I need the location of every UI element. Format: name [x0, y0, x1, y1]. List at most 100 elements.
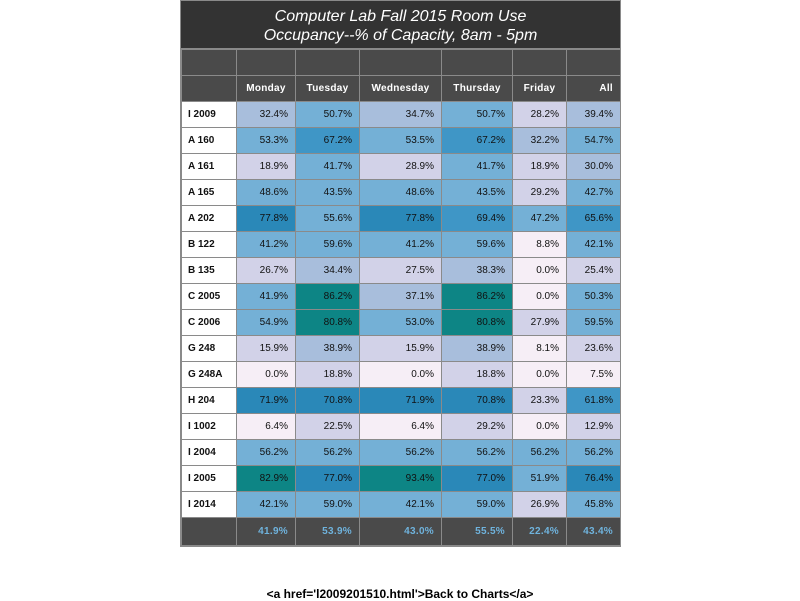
occupancy-cell: 26.9% [512, 491, 567, 518]
occupancy-cell: 56.2% [359, 439, 442, 466]
occupancy-cell: 41.7% [441, 153, 513, 180]
occupancy-cell: 25.4% [566, 257, 621, 284]
table-row: A 202 77.8% 55.6% 77.8% 69.4% 47.2% 65.6% [181, 205, 621, 232]
occupancy-cell: 56.2% [236, 439, 296, 466]
table-row: C 2006 54.9% 80.8% 53.0% 80.8% 27.9% 59.5% [181, 309, 621, 336]
occupancy-cell: 42.1% [236, 491, 296, 518]
room-label: I 2005 [181, 465, 237, 492]
table-row: I 2005 82.9% 77.0% 93.4% 77.0% 51.9% 76.4% [181, 465, 621, 492]
occupancy-cell: 32.4% [236, 101, 296, 128]
occupancy-cell: 76.4% [566, 465, 621, 492]
occupancy-cell: 0.0% [512, 257, 567, 284]
occupancy-cell: 56.2% [295, 439, 360, 466]
occupancy-cell: 43.5% [295, 179, 360, 206]
room-label: A 160 [181, 127, 237, 154]
occupancy-cell: 54.7% [566, 127, 621, 154]
occupancy-cell: 23.3% [512, 387, 567, 414]
spacer-cell [441, 49, 513, 76]
room-label: G 248A [181, 361, 237, 388]
occupancy-cell: 50.3% [566, 283, 621, 310]
occupancy-cell: 0.0% [359, 361, 442, 388]
occupancy-cell: 77.0% [441, 465, 513, 492]
totals-row: 41.9% 53.9% 43.0% 55.5% 22.4% 43.4% [181, 517, 621, 546]
occupancy-cell: 41.2% [236, 231, 296, 258]
occupancy-cell: 86.2% [441, 283, 513, 310]
occupancy-cell: 29.2% [441, 413, 513, 440]
occupancy-cell: 53.5% [359, 127, 442, 154]
occupancy-cell: 8.1% [512, 335, 567, 362]
occupancy-table: Monday Tuesday Wednesday Thursday Friday… [181, 49, 621, 546]
occupancy-cell: 71.9% [359, 387, 442, 414]
occupancy-cell: 59.0% [441, 491, 513, 518]
occupancy-cell: 28.2% [512, 101, 567, 128]
total-cell: 55.5% [441, 517, 513, 546]
occupancy-cell: 48.6% [359, 179, 442, 206]
column-header-wednesday: Wednesday [359, 75, 442, 102]
occupancy-cell: 77.8% [359, 205, 442, 232]
occupancy-cell: 65.6% [566, 205, 621, 232]
occupancy-cell: 53.0% [359, 309, 442, 336]
occupancy-cell: 38.9% [295, 335, 360, 362]
occupancy-cell: 80.8% [441, 309, 513, 336]
table-row: I 2009 32.4% 50.7% 34.7% 50.7% 28.2% 39.4% [181, 101, 621, 128]
room-label: B 135 [181, 257, 237, 284]
room-label: I 2004 [181, 439, 237, 466]
occupancy-cell: 6.4% [236, 413, 296, 440]
room-label: H 204 [181, 387, 237, 414]
occupancy-cell: 77.0% [295, 465, 360, 492]
occupancy-cell: 61.8% [566, 387, 621, 414]
occupancy-cell: 45.8% [566, 491, 621, 518]
room-label: A 202 [181, 205, 237, 232]
total-cell: 43.0% [359, 517, 442, 546]
occupancy-cell: 70.8% [441, 387, 513, 414]
occupancy-cell: 34.4% [295, 257, 360, 284]
total-cell: 41.9% [236, 517, 296, 546]
occupancy-cell: 23.6% [566, 335, 621, 362]
occupancy-cell: 18.8% [295, 361, 360, 388]
report-title: Computer Lab Fall 2015 Room Use Occupanc… [181, 1, 620, 49]
occupancy-cell: 42.7% [566, 179, 621, 206]
total-cell: 22.4% [512, 517, 567, 546]
room-label: I 1002 [181, 413, 237, 440]
column-header-friday: Friday [512, 75, 567, 102]
occupancy-cell: 37.1% [359, 283, 442, 310]
title-line-1: Computer Lab Fall 2015 Room Use [274, 8, 527, 25]
table-row: I 1002 6.4% 22.5% 6.4% 29.2% 0.0% 12.9% [181, 413, 621, 440]
table-row: G 248A 0.0% 18.8% 0.0% 18.8% 0.0% 7.5% [181, 361, 621, 388]
occupancy-cell: 59.5% [566, 309, 621, 336]
room-label: A 165 [181, 179, 237, 206]
occupancy-cell: 42.1% [566, 231, 621, 258]
table-row: A 160 53.3% 67.2% 53.5% 67.2% 32.2% 54.7% [181, 127, 621, 154]
occupancy-cell: 56.2% [512, 439, 567, 466]
occupancy-cell: 71.9% [236, 387, 296, 414]
table-row: B 135 26.7% 34.4% 27.5% 38.3% 0.0% 25.4% [181, 257, 621, 284]
occupancy-cell: 27.5% [359, 257, 442, 284]
occupancy-cell: 38.9% [441, 335, 513, 362]
occupancy-cell: 27.9% [512, 309, 567, 336]
occupancy-cell: 54.9% [236, 309, 296, 336]
occupancy-cell: 34.7% [359, 101, 442, 128]
occupancy-cell: 59.6% [441, 231, 513, 258]
occupancy-cell: 18.9% [236, 153, 296, 180]
table-row: I 2014 42.1% 59.0% 42.1% 59.0% 26.9% 45.8% [181, 491, 621, 518]
table-row: A 161 18.9% 41.7% 28.9% 41.7% 18.9% 30.0% [181, 153, 621, 180]
spacer-cell [512, 49, 567, 76]
room-label: C 2006 [181, 309, 237, 336]
header-spacer-row [181, 49, 621, 76]
column-header-all: All [566, 75, 621, 102]
occupancy-cell: 56.2% [566, 439, 621, 466]
room-label: A 161 [181, 153, 237, 180]
room-label: I 2009 [181, 101, 237, 128]
occupancy-cell: 42.1% [359, 491, 442, 518]
total-cell: 53.9% [295, 517, 360, 546]
room-label: I 2014 [181, 491, 237, 518]
occupancy-cell: 43.5% [441, 179, 513, 206]
occupancy-cell: 93.4% [359, 465, 442, 492]
table-row: B 122 41.2% 59.6% 41.2% 59.6% 8.8% 42.1% [181, 231, 621, 258]
occupancy-cell: 8.8% [512, 231, 567, 258]
occupancy-cell: 0.0% [512, 413, 567, 440]
corner-cell [181, 75, 237, 102]
spacer-cell [359, 49, 442, 76]
title-line-2: Occupancy--% of Capacity, 8am - 5pm [263, 27, 538, 44]
occupancy-cell: 55.6% [295, 205, 360, 232]
